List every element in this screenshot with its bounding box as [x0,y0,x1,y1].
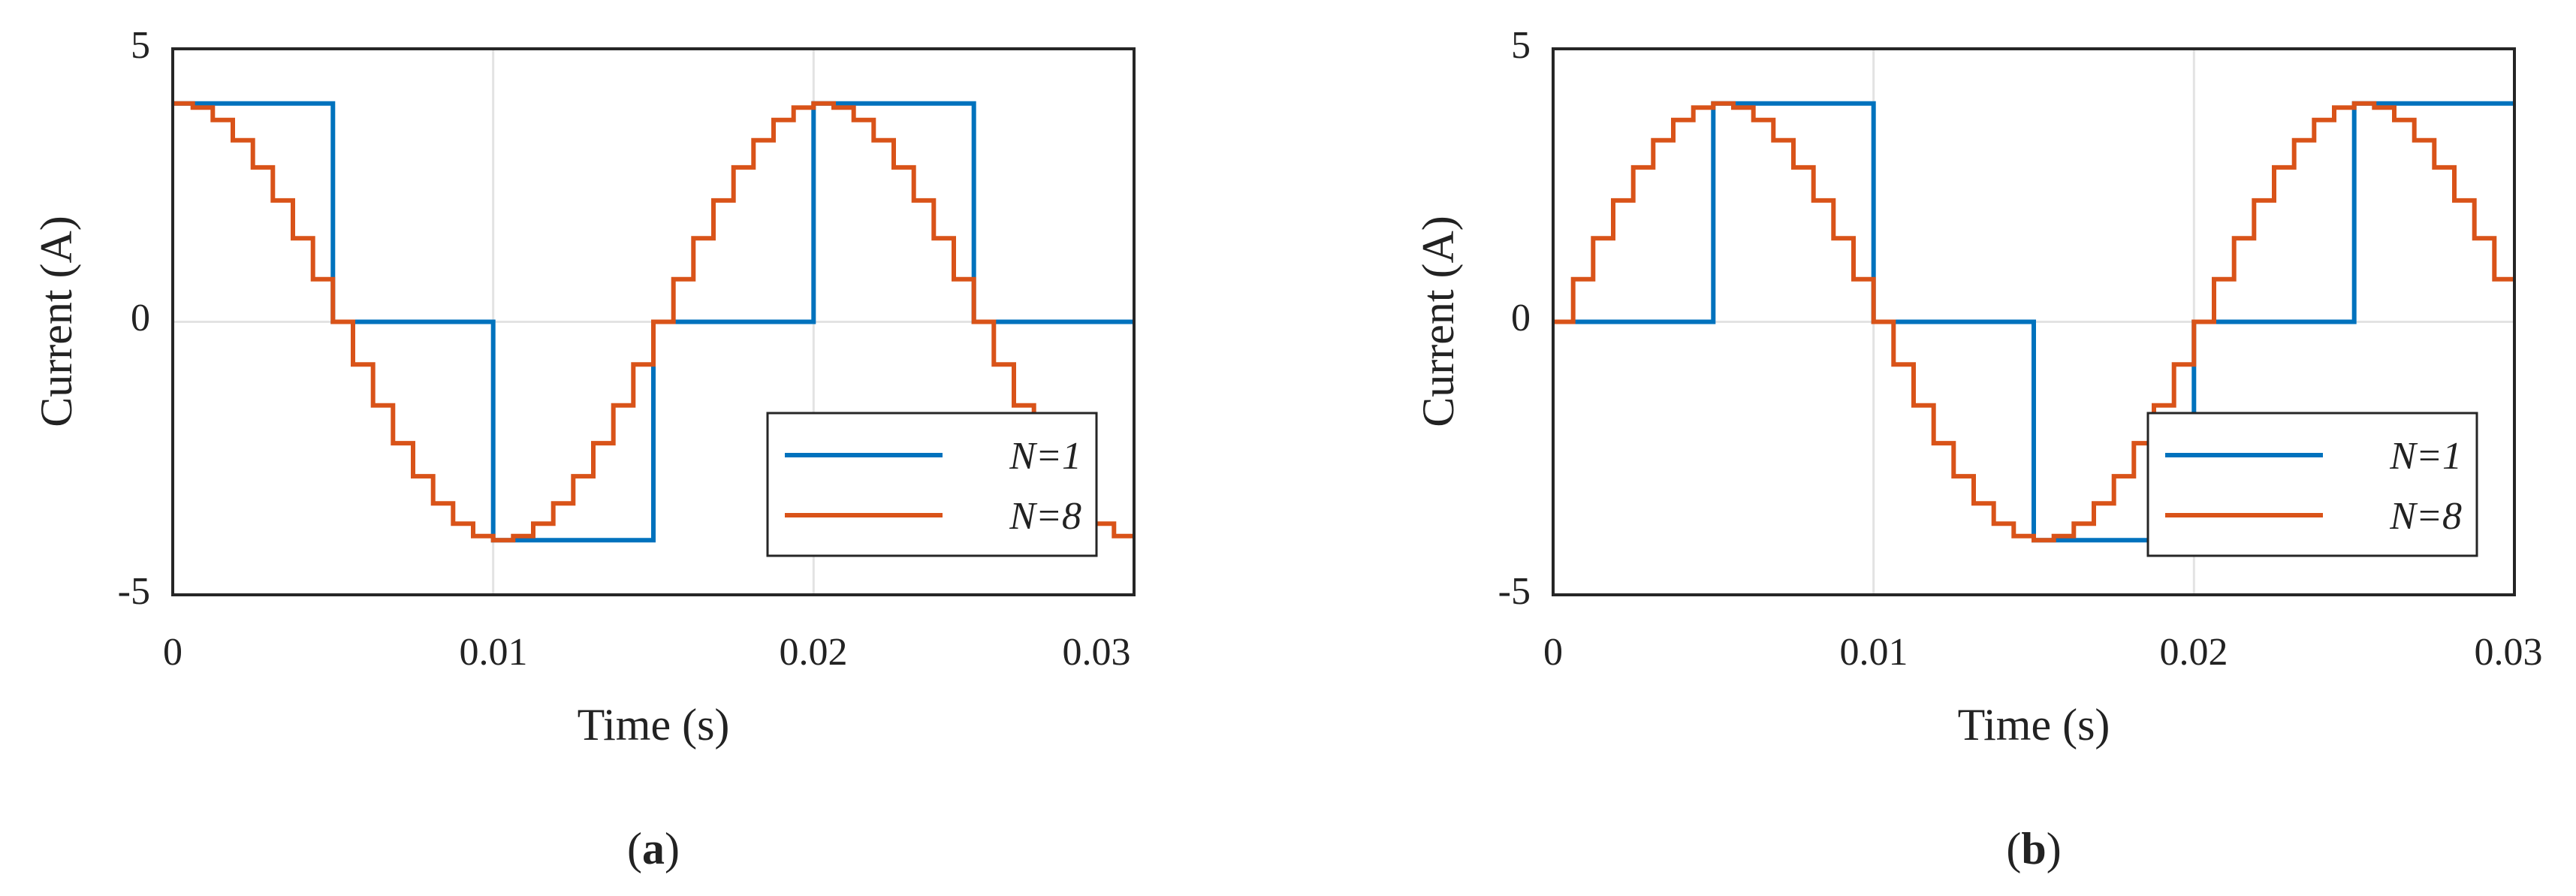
xtick-label: 0.01 [460,631,528,674]
ytick-label: -5 [1498,570,1531,613]
xtick-label: 0 [1543,631,1563,674]
xtick-label: 0.03 [2475,631,2543,674]
plot-frame-b [1552,47,2516,596]
ytick-labels-a: 5 0 -5 [118,24,150,613]
xtick-label: 0 [163,631,182,674]
xtick-label: 0.02 [780,631,848,674]
panel-label-b: (b) [2006,824,2061,873]
ytick-label: 0 [131,297,150,339]
xtick-label: 0.01 [1840,631,1908,674]
plot-area-a [171,47,1136,596]
legend-a: N=1 N=8 [766,412,1098,557]
series-line-n1 [1553,101,2514,543]
xtick-label: 0.03 [1063,631,1131,674]
ytick-label: 5 [1511,24,1531,67]
panel-label-a: (a) [627,824,680,873]
y-axis-label-b: Current (A) [1413,216,1463,427]
panel-b: 5 0 -5 0 0.01 0.02 0.03 Time (s) Current… [1413,24,2543,750]
x-axis-label-b: Time (s) [1958,700,2110,750]
ytick-labels-b: 5 0 -5 [1498,24,1531,613]
panel-a: 5 0 -5 0 0.01 0.02 0.03 Time (s) Current… [32,24,1136,750]
xtick-labels-b: 0 0.01 0.02 0.03 [1543,631,2543,674]
legend-label-n1: N=1 [2389,435,2462,478]
y-axis-label-a: Current (A) [32,216,81,427]
plot-area-b [1552,47,2516,596]
series-line-n8 [173,101,1134,543]
legend-label-n1: N=1 [1009,435,1081,478]
legend-label-n8: N=8 [1009,495,1081,538]
ytick-label: -5 [118,570,150,613]
legend-box-a [766,412,1098,557]
ytick-label: 5 [131,24,150,67]
legend-b: N=1 N=8 [2146,412,2478,557]
panel-label-b-text: (b) [2006,824,2061,873]
ytick-label: 0 [1511,297,1531,339]
legend-box-b [2146,412,2478,557]
x-axis-label-a: Time (s) [578,700,730,750]
plot-frame-a [171,47,1136,596]
xtick-label: 0.02 [2160,631,2228,674]
legend-label-n8: N=8 [2389,495,2462,538]
panel-label-a-text: (a) [627,824,680,873]
series-line-n8 [1553,101,2514,543]
xtick-labels-a: 0 0.01 0.02 0.03 [163,631,1131,674]
